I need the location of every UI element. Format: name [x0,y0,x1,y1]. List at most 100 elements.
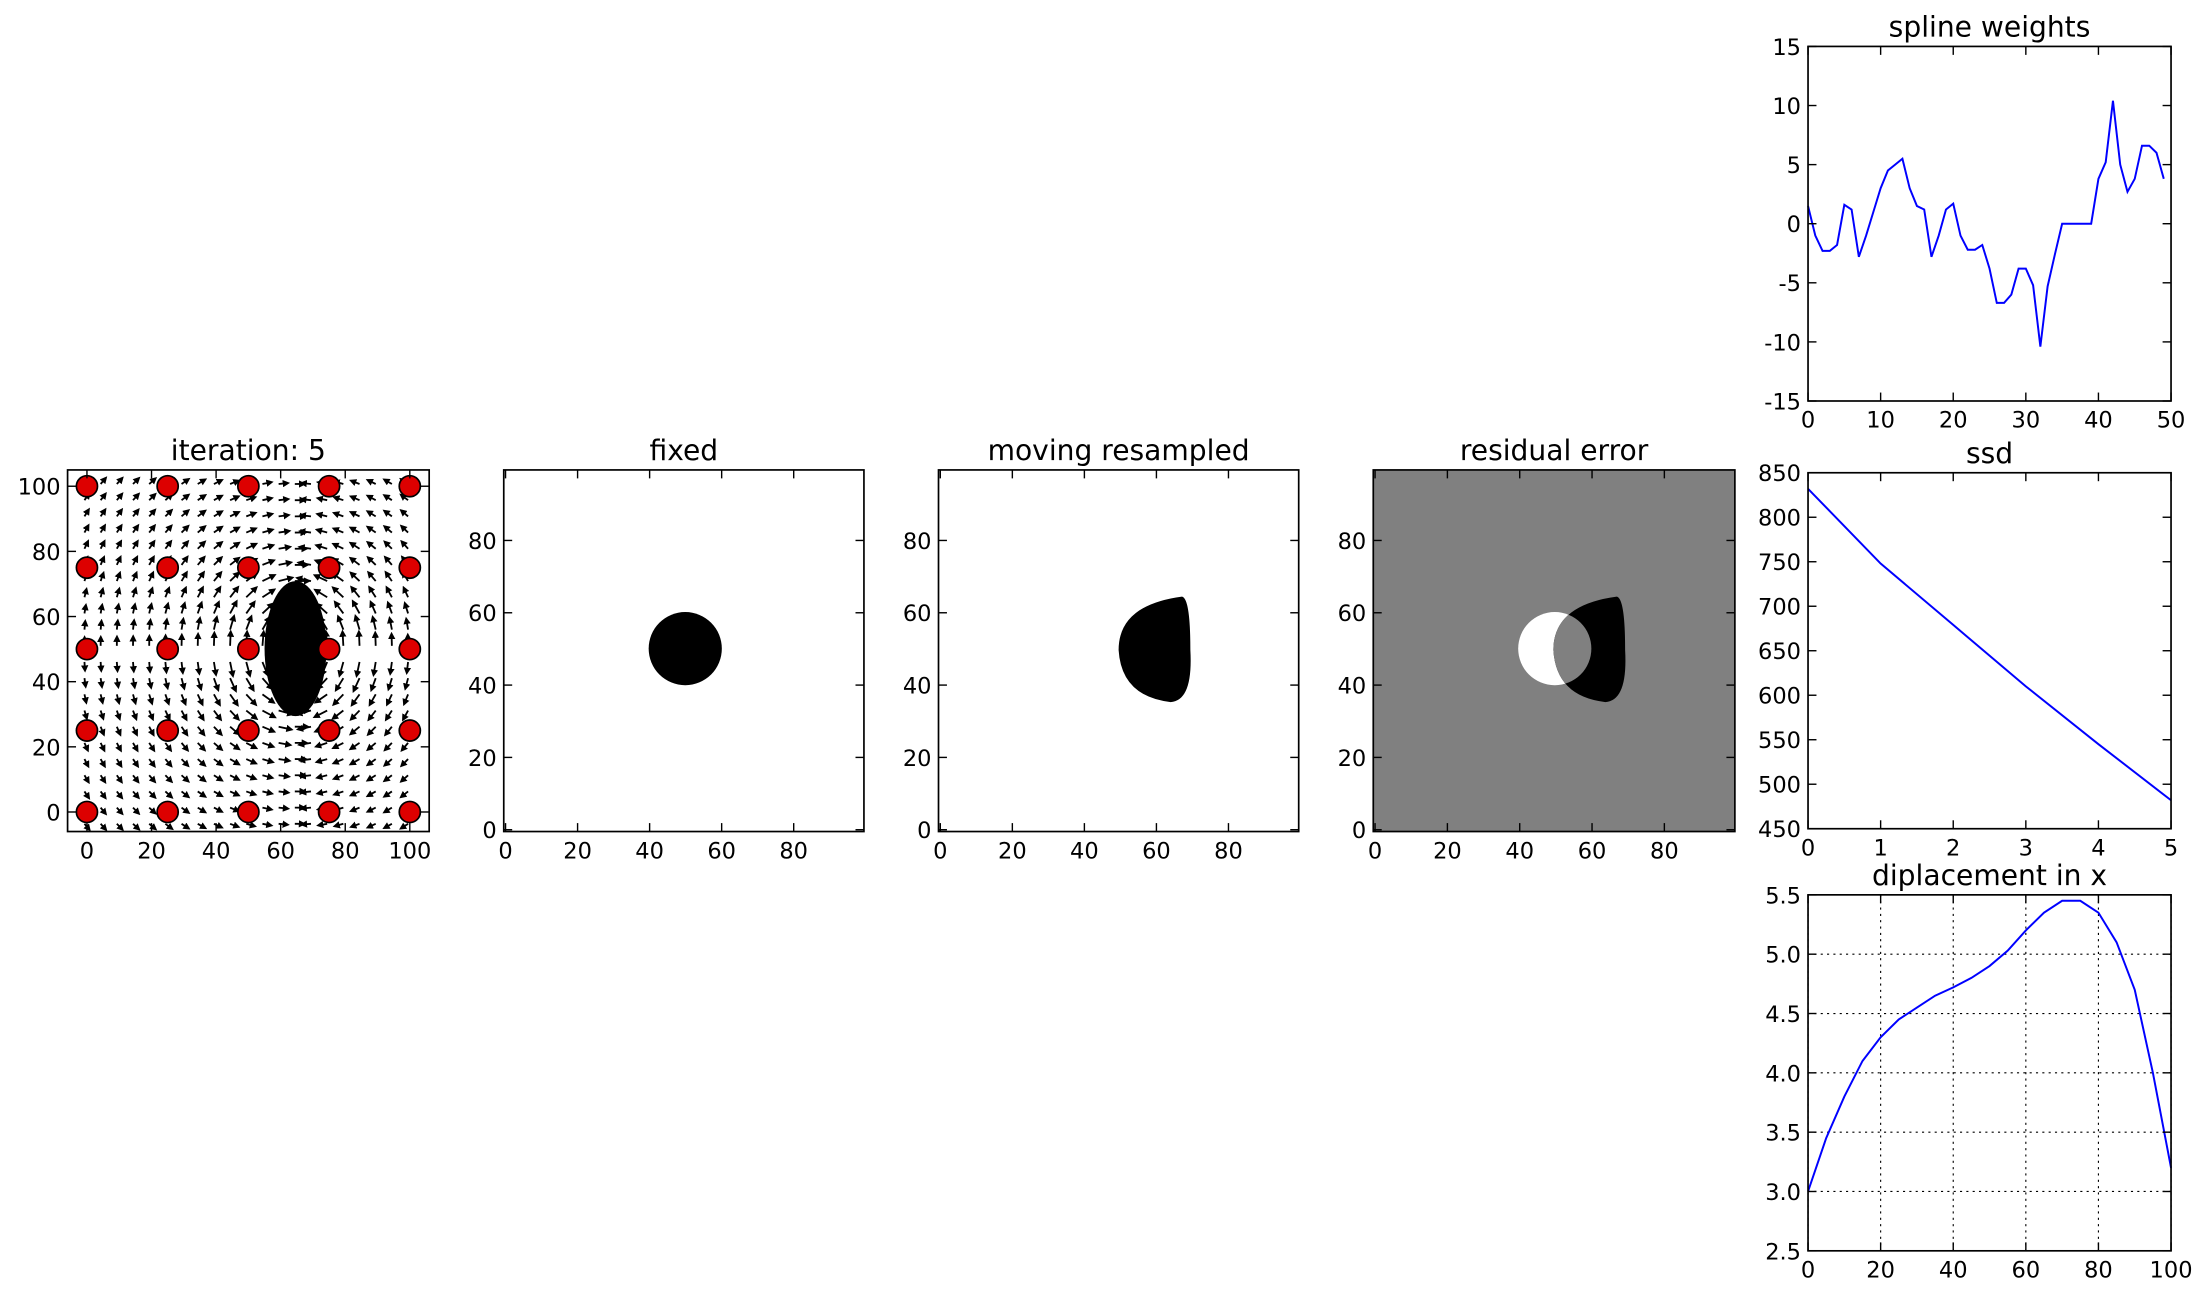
displacement-arrow [313,693,328,704]
displacement-arrow [132,508,140,517]
displacement-arrow [131,710,138,722]
displacement-arrow [82,774,90,785]
displacement-arrow [382,822,393,830]
y-tick-label: 0 [1787,212,1801,238]
displacement-arrow [382,774,393,783]
displacement-arrow [99,491,107,501]
displacement-arrow [245,677,255,693]
displacement-arrow [196,693,204,707]
displacement-arrow [114,570,122,582]
displacement-arrow [262,558,276,566]
displacement-arrow [384,570,393,582]
displacement-arrow [197,524,207,534]
displacement-arrow [278,575,295,583]
displacement-arrow [402,585,410,598]
displacement-arrow [315,602,328,615]
displacement-arrow [365,540,377,550]
displacement-arrow [211,661,219,677]
displacement-arrow [229,479,241,486]
displacement-arrow [130,694,138,706]
displacement-arrow [299,479,312,488]
displacement-arrow [98,570,106,582]
y-tick-label: 5 [1787,153,1801,179]
displacement-arrow [197,774,207,783]
displacement-arrow [385,693,393,707]
displacement-arrow [365,494,377,502]
displacement-arrow [131,539,139,550]
displacement-arrow [213,726,223,737]
y-tick-label: 20 [903,746,932,772]
x-tick-label: 100 [2150,1258,2193,1284]
axes: 0 20 40 60 80 0 20 40 60 80 residual error [1338,434,1736,864]
displacement-arrow [180,790,191,799]
y-tick-label: 20 [468,746,497,772]
displacement-arrow [298,772,312,780]
displacement-arrow [148,539,156,550]
x-tick-label: 60 [266,838,295,864]
displacement-arrow [229,726,241,736]
y-tick-label: 60 [903,601,932,627]
displacement-arrow [180,570,188,582]
displacement-arrow [180,758,190,768]
displacement-arrow [82,758,90,769]
displacement-arrow [318,615,328,631]
displacement-arrow [366,570,377,582]
displacement-arrow [245,511,258,519]
displacement-arrow [213,742,224,752]
displacement-arrow [262,543,276,551]
control-point [236,474,260,498]
x-tick-label: 40 [635,838,664,864]
axes-frame [1807,45,2172,402]
axes: 0 10 20 30 40 50 -15 -10 -5 0 5 10 15 spline weights [1764,11,2185,434]
displacement-arrow [261,677,274,691]
y-tick-label: 4.0 [1765,1061,1801,1087]
displacement-arrow [213,555,224,566]
displacement-arrow [403,661,412,676]
displacement-arrow [229,789,241,797]
displacement-arrow [229,613,237,630]
displacement-arrow [99,476,108,485]
displacement-arrow [197,822,208,830]
displacement-arrow [399,758,409,768]
control-point [236,800,260,824]
displacement-arrow [213,806,224,813]
y-tick-label: 700 [1758,595,1801,621]
displacement-arrow [350,693,361,707]
displacement-arrow [245,600,256,614]
displacement-arrow [180,710,188,722]
displacement-arrow [261,588,277,599]
y-tick-label: 550 [1758,728,1801,754]
displacement-arrow [178,616,187,630]
displacement-arrow [226,629,235,646]
displacement-arrow [180,774,190,783]
control-point [317,719,341,742]
displacement-arrow [365,774,377,782]
displacement-arrow [369,677,377,693]
y-tick-label: 850 [1758,461,1801,487]
chart-title: ssd [1966,437,2013,470]
axes: 0 20 40 60 80 100 2.5 3.0 3.5 4.0 4.5 5.0 5.5 diplace… [1765,859,2192,1284]
y-tick-label: 80 [903,529,932,555]
displacement-arrow [278,677,293,687]
displacement-arrow [115,555,122,566]
image-content [264,469,1735,832]
displacement-arrow [387,615,395,630]
displacement-arrow [305,629,313,646]
displacement-arrow [245,757,258,765]
displacement-arrow [116,492,124,501]
displacement-arrow [129,661,137,674]
control-point [317,556,341,580]
displacement-arrow [262,725,277,734]
y-tick-label: 80 [468,529,497,555]
displacement-arrow [261,693,276,704]
x-tick-label: 1 [1873,835,1887,861]
x-tick-label: 20 [1433,838,1462,864]
displacement-arrow [315,511,328,519]
displacement-arrow [82,742,90,753]
displacement-arrow [278,740,293,748]
displacement-arrow [366,555,377,566]
displacement-arrow [278,788,291,796]
displacement-arrow [297,544,312,552]
displacement-arrow [331,511,344,519]
